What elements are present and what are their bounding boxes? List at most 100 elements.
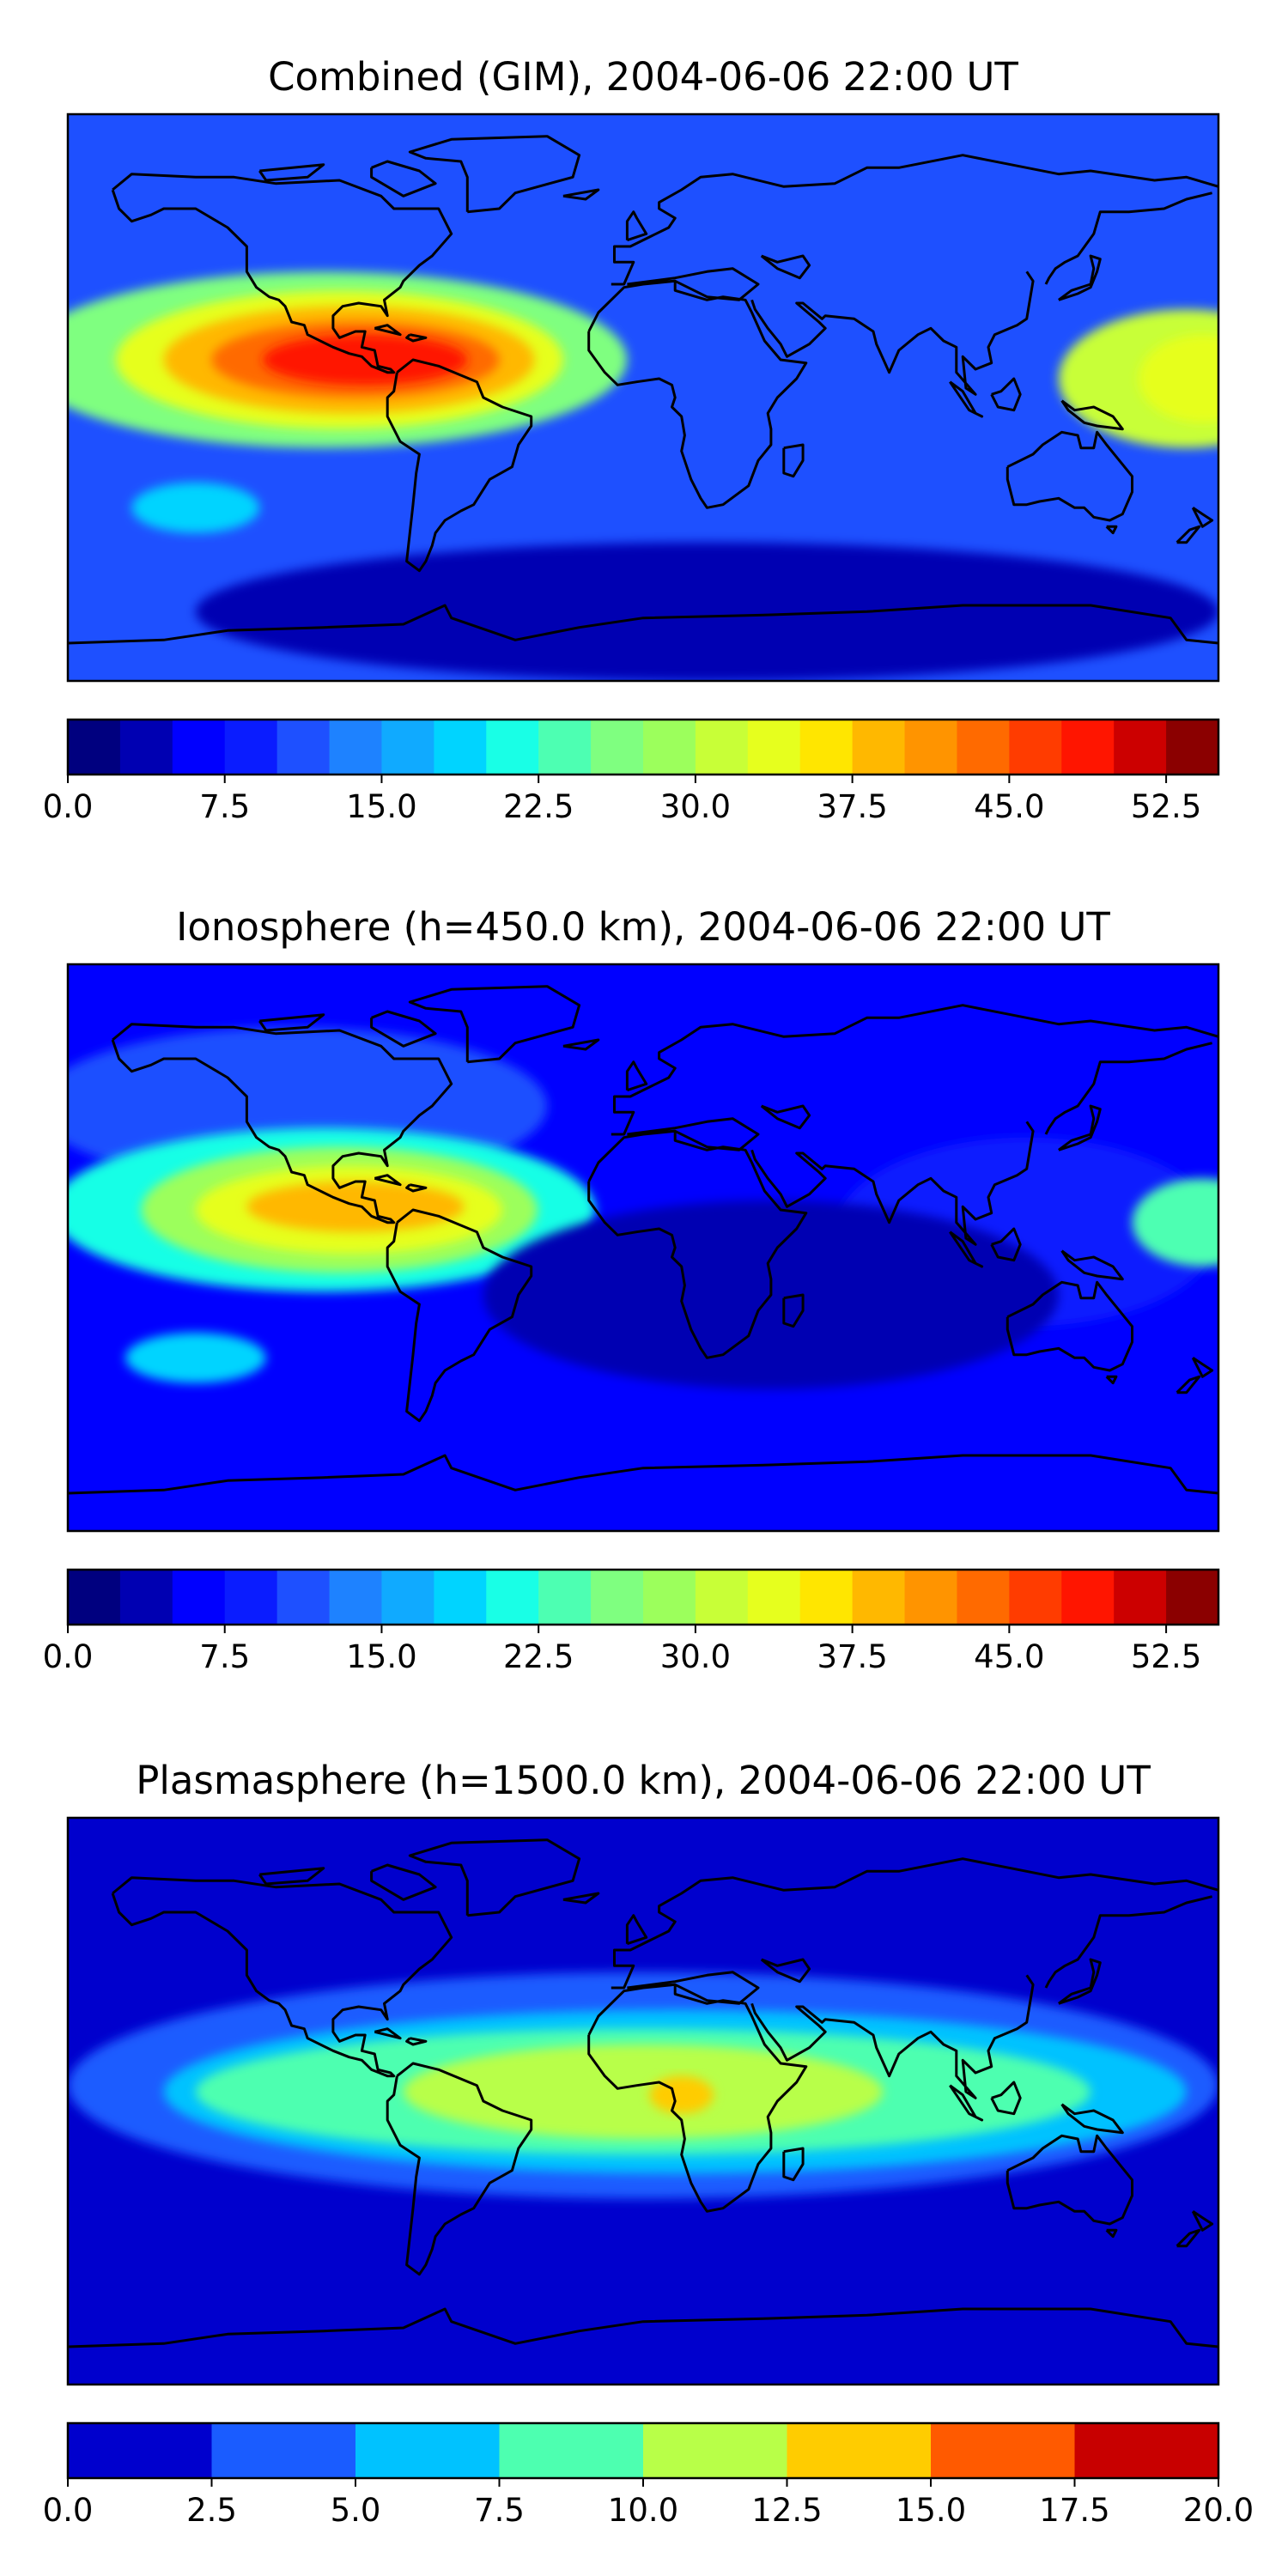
coastline — [258, 1867, 325, 1886]
map-panel-3: Plasmasphere (h=1500.0 km), 2004-06-06 2… — [43, 1758, 1255, 2529]
coastlines — [68, 1838, 1218, 2348]
coastlines — [68, 985, 1218, 1495]
coastline — [1005, 1280, 1133, 1372]
panel-title: Combined (GIM), 2004-06-06 22:00 UT — [268, 54, 1018, 100]
coastline — [949, 1230, 984, 1268]
colorbar-swatch — [852, 1570, 906, 1625]
colorbar-tick-label: 12.5 — [751, 2492, 822, 2529]
colorbar-swatch — [1061, 720, 1115, 775]
coastline — [611, 1857, 1218, 1990]
coastline — [990, 377, 1022, 412]
coastline — [587, 1983, 808, 2213]
coastline — [68, 1454, 1218, 1495]
colorbar-tick-label: 45.0 — [974, 1638, 1044, 1675]
coastline — [1060, 399, 1124, 431]
colorbar-tick-label: 52.5 — [1131, 1638, 1201, 1675]
colorbar-tick-label: 22.5 — [503, 788, 574, 825]
colorbar-swatch — [931, 2423, 1076, 2478]
coastline — [405, 333, 428, 343]
colorbar-frame — [66, 1568, 1220, 1626]
coastline — [386, 1208, 533, 1423]
coastline — [1105, 2228, 1118, 2239]
coastline — [1176, 2228, 1201, 2248]
coastline — [760, 1104, 811, 1130]
coastline — [1058, 1958, 1102, 2005]
coastline — [782, 2147, 805, 2182]
colorbar-tick-label: 22.5 — [503, 1638, 574, 1675]
colorbar-tick-label: 0.0 — [43, 2492, 94, 2529]
colorbar-tick-label: 52.5 — [1131, 788, 1201, 825]
colorbar-swatch — [957, 720, 1010, 775]
coastline — [1060, 1249, 1124, 1281]
coastline — [750, 1121, 1035, 1246]
colorbar-tick-label: 2.5 — [186, 2492, 237, 2529]
coastline — [111, 1876, 453, 2078]
coastline — [782, 1293, 805, 1328]
coastline — [627, 1117, 760, 1151]
colorbar-tick-label: 7.5 — [474, 2492, 525, 2529]
coastline — [990, 1227, 1022, 1262]
colorbar-swatch — [695, 720, 749, 775]
coastline — [627, 267, 760, 301]
colorbar-swatch — [1114, 720, 1167, 775]
coastline — [562, 1038, 600, 1051]
coastline — [386, 358, 533, 573]
colorbar: 0.0 2.5 5.0 7.5 10.0 12.5 15.0 17.5 20.0 — [43, 2421, 1254, 2529]
coastline — [408, 135, 581, 214]
coastline — [1105, 525, 1118, 535]
panel-title: Ionosphere (h=450.0 km), 2004-06-06 22:0… — [176, 904, 1110, 950]
coastline — [68, 604, 1218, 645]
coastline — [760, 254, 811, 280]
coastline — [1058, 1104, 1102, 1151]
coastline — [562, 1892, 600, 1905]
tec-field — [68, 114, 1218, 681]
coastline — [258, 163, 325, 182]
coastline — [750, 270, 1035, 396]
colorbar-swatch — [224, 720, 278, 775]
colorbar-tick-label: 20.0 — [1183, 2492, 1254, 2529]
colorbar-tick-label: 15.0 — [346, 788, 416, 825]
coastline — [111, 173, 453, 374]
tec-contour — [131, 483, 260, 533]
colorbar-swatch — [1009, 1570, 1062, 1625]
tec-contour — [1132, 1178, 1218, 1267]
coastline — [1176, 525, 1201, 544]
colorbar-tick-label: 7.5 — [199, 788, 250, 825]
colorbar-swatch — [276, 1570, 331, 1625]
tec-contour — [195, 542, 1218, 681]
colorbar-tick-label: 17.5 — [1039, 2492, 1109, 2529]
coastline — [408, 1838, 581, 1917]
colorbar-swatch — [486, 720, 539, 775]
colorbar-swatch — [329, 720, 383, 775]
coastline — [625, 1060, 648, 1092]
coastlines — [68, 135, 1218, 645]
colorbar-swatch — [381, 1570, 434, 1625]
coastline — [1191, 507, 1214, 528]
colorbar-swatch — [747, 1570, 801, 1625]
coastline — [370, 1863, 437, 1901]
coastline — [1191, 2210, 1214, 2232]
coastline — [627, 1971, 760, 2005]
colorbar-tick-label: 30.0 — [660, 1638, 731, 1675]
colorbar-swatch — [211, 2423, 356, 2478]
colorbar-swatch — [276, 720, 331, 775]
coastline — [1005, 2134, 1133, 2226]
colorbar-swatch — [1074, 2423, 1219, 2478]
tec-field — [68, 1818, 1218, 2385]
coastline — [374, 1174, 402, 1187]
tec-contour — [403, 2044, 884, 2139]
coastline — [386, 2062, 533, 2276]
colorbar-swatch — [538, 720, 592, 775]
coastline — [405, 2037, 428, 2046]
colorbar-swatch — [172, 1570, 226, 1625]
colorbar: 0.0 7.5 15.0 22.5 30.0 37.5 45.0 52.5 — [43, 1568, 1220, 1675]
coastline — [374, 2027, 402, 2040]
colorbar-frame — [66, 718, 1220, 776]
coastline — [587, 1129, 808, 1359]
coastline — [625, 1914, 648, 1946]
colorbar-tick-label: 0.0 — [43, 1638, 94, 1675]
tec-contour — [246, 1182, 465, 1232]
colorbar-swatch — [538, 1570, 592, 1625]
colorbar-swatch — [499, 2423, 644, 2478]
colorbar-swatch — [643, 720, 696, 775]
